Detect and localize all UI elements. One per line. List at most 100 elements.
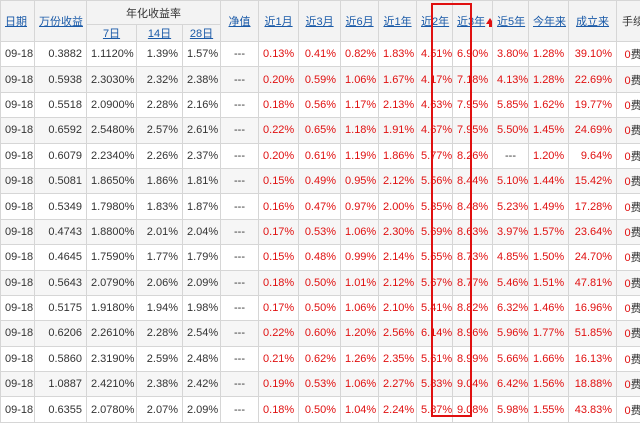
- row-3m: 0.48%: [299, 245, 341, 270]
- fee-label: 费率: [631, 405, 640, 417]
- col-since-link[interactable]: 成立来: [576, 16, 609, 28]
- row-5y: 3.97%: [493, 219, 529, 244]
- col-14d-link[interactable]: 14日: [148, 28, 171, 40]
- row-fee: 0费率: [617, 92, 640, 117]
- row-fee: 0费率: [617, 321, 640, 346]
- row-6m: 0.82%: [341, 42, 379, 67]
- fee-label: 费率: [631, 100, 640, 112]
- row-nav: ---: [221, 168, 259, 193]
- col-wanfen[interactable]: 万份收益: [35, 1, 87, 42]
- row-7d: 1.9180%: [87, 295, 137, 320]
- row-wanfen: 0.5349: [35, 194, 87, 219]
- row-fee: 0费率: [617, 67, 640, 92]
- col-3m-link[interactable]: 近3月: [305, 16, 333, 28]
- col-1m-link[interactable]: 近1月: [264, 16, 292, 28]
- row-28d: 2.16%: [183, 92, 221, 117]
- col-nav[interactable]: 净值: [221, 1, 259, 42]
- row-since: 16.13%: [569, 346, 617, 371]
- col-1m[interactable]: 近1月: [259, 1, 299, 42]
- fee-label: 费率: [631, 125, 640, 137]
- col-28d-link[interactable]: 28日: [190, 28, 213, 40]
- row-7d: 2.3190%: [87, 346, 137, 371]
- row-date: 09-18: [1, 270, 35, 295]
- fee-label: 费率: [631, 328, 640, 340]
- col-5y[interactable]: 近5年: [493, 1, 529, 42]
- col-6m[interactable]: 近6月: [341, 1, 379, 42]
- fee-label: 费率: [631, 151, 640, 163]
- col-3y[interactable]: 近3年: [453, 1, 493, 42]
- col-1y[interactable]: 近1年: [379, 1, 417, 42]
- row-date: 09-18: [1, 321, 35, 346]
- row-3m: 0.53%: [299, 219, 341, 244]
- row-wanfen: 0.3882: [35, 42, 87, 67]
- row-7d: 1.7590%: [87, 245, 137, 270]
- row-fee: 0费率: [617, 270, 640, 295]
- row-1m: 0.20%: [259, 143, 299, 168]
- col-date[interactable]: 日期: [1, 1, 35, 42]
- row-3m: 0.65%: [299, 118, 341, 143]
- col-ytd[interactable]: 今年来: [529, 1, 569, 42]
- row-1m: 0.15%: [259, 245, 299, 270]
- col-3m[interactable]: 近3月: [299, 1, 341, 42]
- row-7d: 2.3030%: [87, 67, 137, 92]
- row-2y: 5.77%: [417, 143, 453, 168]
- col-7d-link[interactable]: 7日: [103, 28, 120, 40]
- row-14d: 2.26%: [137, 143, 183, 168]
- row-28d: 2.37%: [183, 143, 221, 168]
- col-14d[interactable]: 14日: [137, 25, 183, 42]
- row-nav: ---: [221, 143, 259, 168]
- row-1m: 0.17%: [259, 219, 299, 244]
- row-date: 09-18: [1, 118, 35, 143]
- col-28d[interactable]: 28日: [183, 25, 221, 42]
- row-5y: 5.66%: [493, 346, 529, 371]
- col-6m-link[interactable]: 近6月: [345, 16, 373, 28]
- col-nav-link[interactable]: 净值: [229, 16, 251, 28]
- row-3m: 0.56%: [299, 92, 341, 117]
- row-28d: 2.54%: [183, 321, 221, 346]
- col-2y-link[interactable]: 近2年: [421, 16, 449, 28]
- row-fee: 0费率: [617, 295, 640, 320]
- row-6m: 1.06%: [341, 372, 379, 397]
- row-7d: 2.2610%: [87, 321, 137, 346]
- row-6m: 1.26%: [341, 346, 379, 371]
- row-wanfen: 0.5938: [35, 67, 87, 92]
- row-since: 39.10%: [569, 42, 617, 67]
- col-1y-link[interactable]: 近1年: [383, 16, 411, 28]
- row-14d: 2.06%: [137, 270, 183, 295]
- row-date: 09-18: [1, 219, 35, 244]
- fee-label: 费率: [631, 252, 640, 264]
- fee-label: 费率: [631, 303, 640, 315]
- row-6m: 0.97%: [341, 194, 379, 219]
- col-2y[interactable]: 近2年: [417, 1, 453, 42]
- col-7d[interactable]: 7日: [87, 25, 137, 42]
- row-7d: 1.8800%: [87, 219, 137, 244]
- row-3y: 9.04%: [453, 372, 493, 397]
- row-nav: ---: [221, 295, 259, 320]
- col-5y-link[interactable]: 近5年: [497, 16, 525, 28]
- col-wanfen-link[interactable]: 万份收益: [39, 16, 83, 28]
- col-3y-link[interactable]: 近3年: [457, 16, 485, 28]
- col-ytd-link[interactable]: 今年来: [533, 16, 566, 28]
- row-2y: 4.63%: [417, 92, 453, 117]
- col-since[interactable]: 成立来: [569, 1, 617, 42]
- col-date-link[interactable]: 日期: [5, 16, 27, 28]
- row-28d: 1.79%: [183, 245, 221, 270]
- row-ytd: 1.44%: [529, 168, 569, 193]
- row-2y: 4.51%: [417, 42, 453, 67]
- fee-label: 费率: [631, 379, 640, 391]
